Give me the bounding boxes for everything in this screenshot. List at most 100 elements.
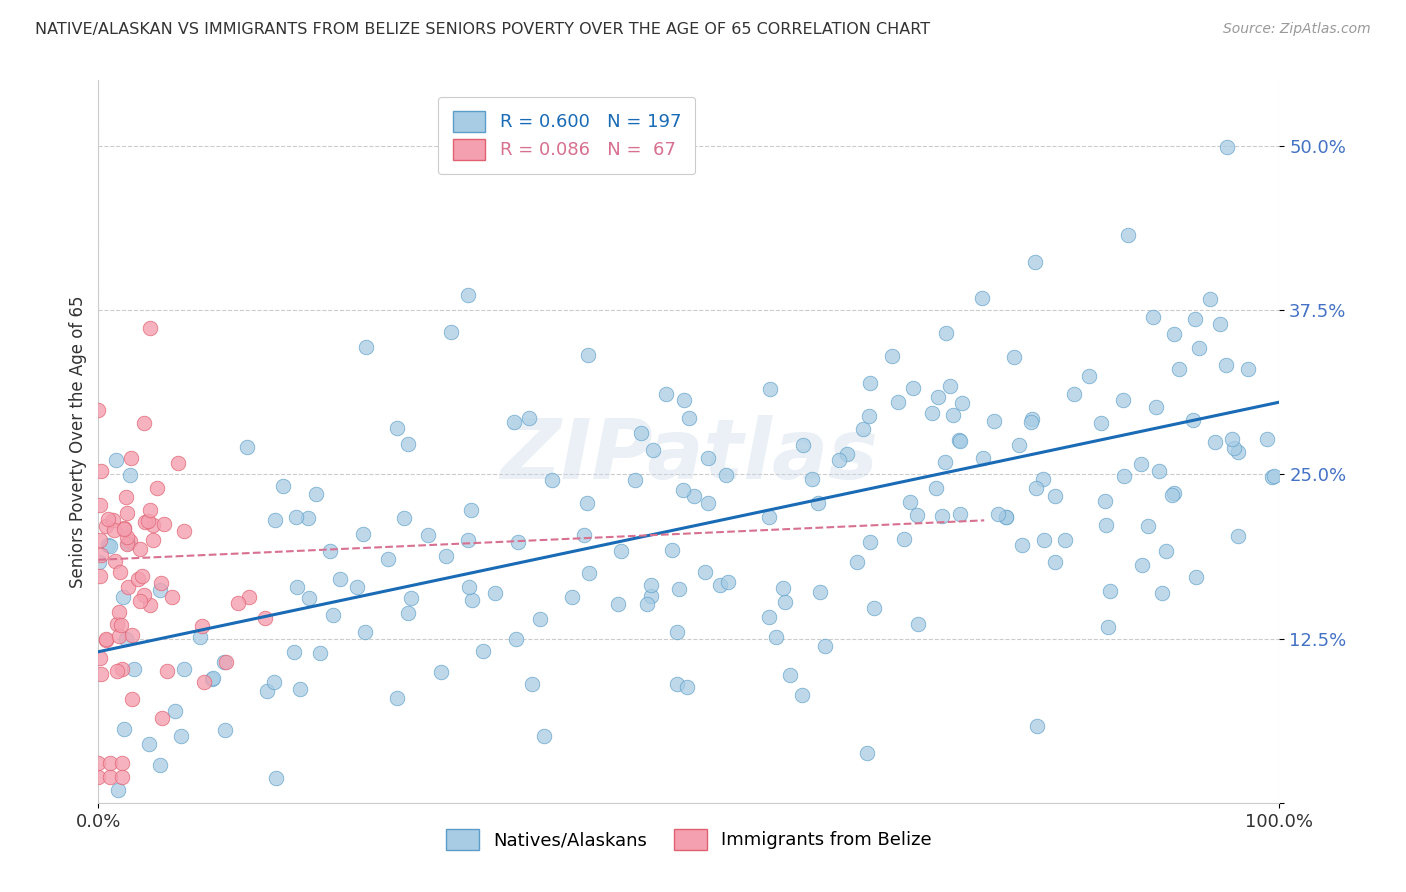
- Point: [98, 756, 121, 771]
- Point: [800, 472, 823, 486]
- Point: [97, 538, 120, 552]
- Point: [212, 656, 235, 670]
- Point: [460, 503, 482, 517]
- Point: [1118, 227, 1140, 242]
- Point: [1204, 435, 1226, 450]
- Point: [505, 632, 527, 646]
- Point: [214, 723, 236, 737]
- Point: [193, 675, 215, 690]
- Point: [1147, 464, 1170, 478]
- Point: [779, 668, 801, 682]
- Point: [949, 507, 972, 521]
- Point: [578, 566, 600, 580]
- Point: [893, 532, 915, 546]
- Point: [107, 782, 129, 797]
- Point: [900, 495, 922, 509]
- Point: [668, 582, 690, 596]
- Point: [572, 527, 595, 541]
- Point: [983, 414, 1005, 428]
- Point: [1025, 481, 1047, 495]
- Point: [533, 729, 555, 743]
- Point: [129, 541, 152, 556]
- Point: [100, 539, 122, 553]
- Point: [290, 682, 312, 697]
- Point: [837, 447, 859, 461]
- Point: [118, 533, 141, 548]
- Point: [121, 627, 143, 641]
- Point: [972, 451, 994, 466]
- Point: [1215, 359, 1237, 373]
- Point: [430, 665, 453, 680]
- Point: [1095, 518, 1118, 533]
- Point: [94, 633, 117, 648]
- Point: [111, 662, 134, 676]
- Point: [399, 591, 422, 606]
- Point: [112, 522, 135, 536]
- Point: [1024, 255, 1046, 269]
- Point: [94, 632, 117, 647]
- Point: [1025, 719, 1047, 733]
- Point: [630, 425, 652, 440]
- Point: [862, 601, 884, 615]
- Point: [115, 632, 138, 646]
- Point: [1226, 529, 1249, 543]
- Point: [852, 422, 875, 436]
- Point: [880, 350, 903, 364]
- Point: [925, 481, 948, 495]
- Point: [90, 548, 112, 562]
- Point: [1163, 326, 1185, 341]
- Point: [1142, 310, 1164, 325]
- Point: [995, 510, 1018, 524]
- Point: [114, 490, 136, 504]
- Point: [352, 527, 374, 541]
- Point: [970, 291, 993, 305]
- Point: [676, 681, 699, 695]
- Point: [127, 572, 149, 586]
- Point: [1136, 519, 1159, 533]
- Point: [714, 467, 737, 482]
- Point: [1263, 469, 1285, 483]
- Point: [1002, 350, 1025, 364]
- Text: Source: ZipAtlas.com: Source: ZipAtlas.com: [1223, 22, 1371, 37]
- Point: [696, 496, 718, 510]
- Point: [354, 625, 377, 640]
- Point: [672, 483, 695, 498]
- Point: [129, 594, 152, 608]
- Point: [561, 590, 583, 604]
- Point: [263, 674, 285, 689]
- Point: [935, 326, 957, 340]
- Point: [1112, 393, 1135, 408]
- Point: [758, 510, 780, 524]
- Point: [987, 507, 1010, 521]
- Point: [304, 486, 326, 500]
- Point: [264, 772, 287, 786]
- Point: [814, 639, 837, 653]
- Point: [110, 617, 132, 632]
- Point: [942, 409, 965, 423]
- Point: [392, 511, 415, 525]
- Point: [927, 390, 949, 404]
- Point: [717, 575, 740, 590]
- Y-axis label: Seniors Poverty Over the Age of 65: Seniors Poverty Over the Age of 65: [69, 295, 87, 588]
- Point: [121, 692, 143, 706]
- Point: [1154, 543, 1177, 558]
- Point: [434, 549, 457, 563]
- Point: [846, 555, 869, 569]
- Point: [457, 287, 479, 301]
- Point: [98, 770, 121, 784]
- Point: [1209, 317, 1232, 331]
- Text: NATIVE/ALASKAN VS IMMIGRANTS FROM BELIZE SENIORS POVERTY OVER THE AGE OF 65 CORR: NATIVE/ALASKAN VS IMMIGRANTS FROM BELIZE…: [35, 22, 931, 37]
- Point: [285, 510, 308, 524]
- Point: [163, 704, 186, 718]
- Point: [1053, 533, 1076, 548]
- Point: [1008, 438, 1031, 452]
- Point: [103, 523, 125, 537]
- Point: [105, 616, 128, 631]
- Point: [858, 409, 880, 423]
- Point: [440, 325, 463, 339]
- Text: ZIPatlas: ZIPatlas: [501, 416, 877, 497]
- Point: [678, 411, 700, 425]
- Point: [111, 756, 134, 771]
- Point: [696, 450, 718, 465]
- Point: [775, 595, 797, 609]
